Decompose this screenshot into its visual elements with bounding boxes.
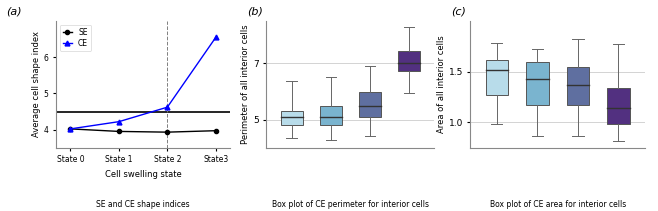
- SE: [163, 131, 171, 133]
- Bar: [526, 62, 549, 105]
- Text: (c): (c): [451, 6, 466, 16]
- Y-axis label: Average cell shape index: Average cell shape index: [32, 31, 41, 137]
- Y-axis label: Perimeter of all interior cells: Perimeter of all interior cells: [241, 25, 250, 144]
- Y-axis label: Area of all interior cells: Area of all interior cells: [437, 35, 445, 133]
- Bar: [398, 51, 420, 71]
- SE: [212, 129, 220, 132]
- Text: SE and CE shape indices: SE and CE shape indices: [96, 200, 190, 209]
- CE: [212, 36, 220, 39]
- Text: Box plot of CE area for interior cells: Box plot of CE area for interior cells: [490, 200, 626, 209]
- CE: [66, 128, 74, 130]
- Bar: [486, 60, 508, 95]
- Bar: [359, 92, 380, 117]
- SE: [115, 130, 123, 133]
- Line: CE: CE: [68, 35, 218, 131]
- Text: Box plot of CE perimeter for interior cells: Box plot of CE perimeter for interior ce…: [272, 200, 429, 209]
- CE: [115, 120, 123, 123]
- Line: SE: SE: [68, 127, 218, 134]
- SE: [66, 128, 74, 130]
- Bar: [607, 88, 630, 124]
- Legend: SE, CE: SE, CE: [60, 25, 91, 51]
- Text: (b): (b): [247, 6, 263, 16]
- X-axis label: Cell swelling state: Cell swelling state: [105, 170, 182, 179]
- Bar: [567, 67, 589, 105]
- CE: [163, 106, 171, 108]
- Text: (a): (a): [7, 6, 22, 16]
- Bar: [320, 106, 342, 125]
- Bar: [281, 111, 303, 125]
